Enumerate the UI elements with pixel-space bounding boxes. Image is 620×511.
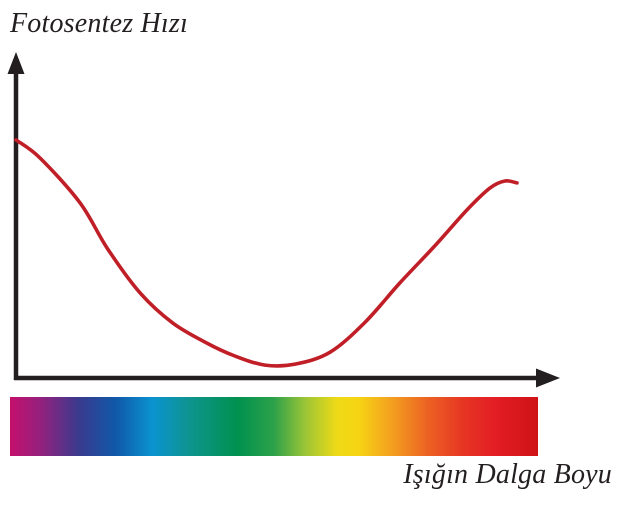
photosynthesis-rate-curve bbox=[14, 138, 519, 368]
y-axis-arrowhead-icon bbox=[7, 52, 25, 74]
x-axis-title: Işığın Dalga Boyu bbox=[403, 459, 612, 490]
x-axis-arrowhead-icon bbox=[536, 368, 560, 388]
light-spectrum-bar bbox=[10, 397, 538, 456]
y-axis-title: Fotosentez Hızı bbox=[10, 8, 188, 39]
